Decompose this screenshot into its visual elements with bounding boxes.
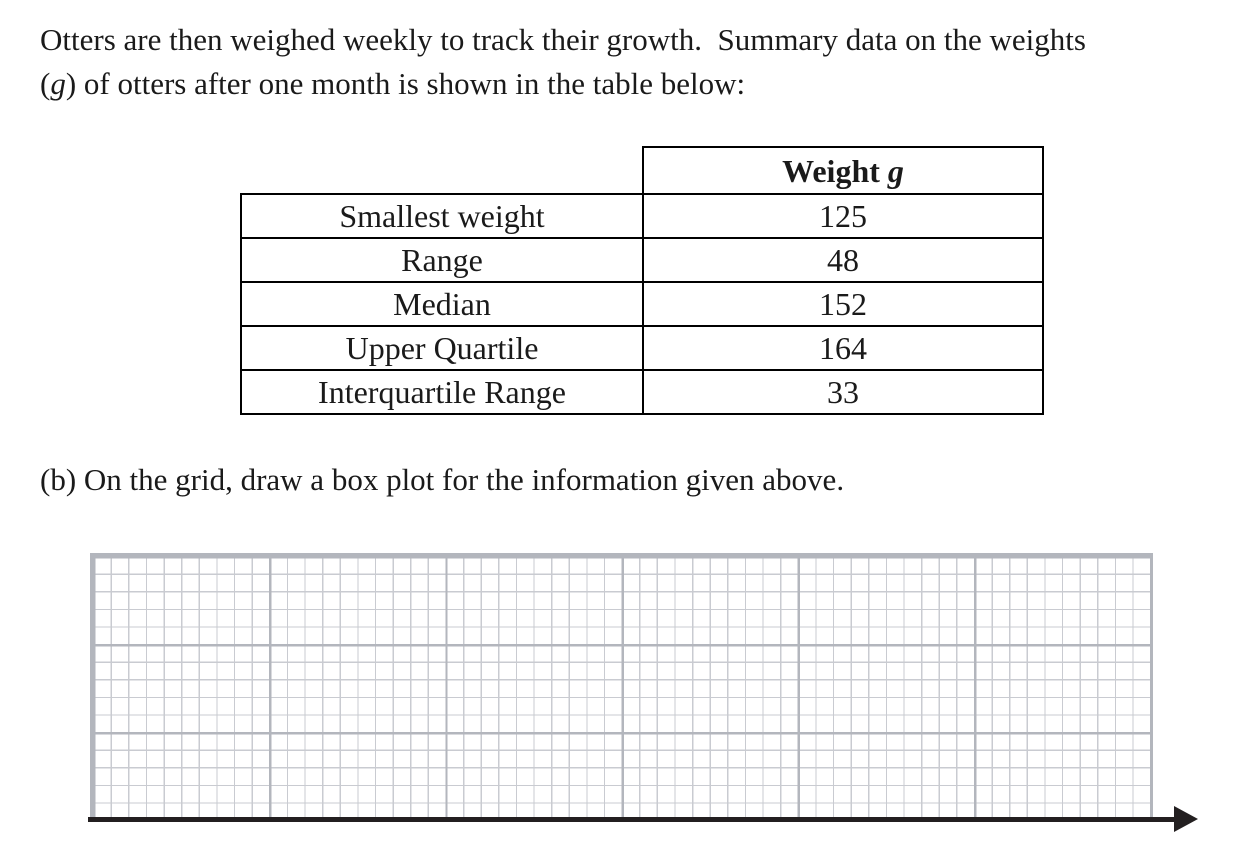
- graph-grid: [90, 553, 1153, 820]
- part-b-instruction: (b) On the grid, draw a box plot for the…: [40, 462, 845, 497]
- intro-text-line2-rest: ) of otters after one month is shown in …: [65, 66, 746, 101]
- header-variable-g: g: [887, 152, 904, 189]
- table-blank-corner-cell: [241, 147, 643, 194]
- stat-label: Range: [240, 237, 644, 283]
- intro-text-line2: (g) of otters after one month is shown i…: [40, 66, 745, 102]
- summary-table: Weight g Smallest weight 125 Range 48 Me…: [240, 146, 1044, 415]
- stat-label: Smallest weight: [240, 193, 644, 239]
- paren-open: (: [40, 66, 51, 101]
- stat-value: 48: [642, 237, 1044, 283]
- stat-label: Median: [240, 281, 644, 327]
- x-axis-line: [88, 817, 1176, 822]
- table-header-row: Weight g: [241, 146, 1044, 195]
- stat-value: 33: [642, 369, 1044, 415]
- stat-value: 164: [642, 325, 1044, 371]
- table-row: Range 48: [240, 237, 1044, 283]
- stat-label: Upper Quartile: [240, 325, 644, 371]
- stat-label: Interquartile Range: [240, 369, 644, 415]
- table-header-weight: Weight g: [642, 146, 1044, 195]
- stat-value: 152: [642, 281, 1044, 327]
- stat-value: 125: [642, 193, 1044, 239]
- table-row: Upper Quartile 164: [240, 325, 1044, 371]
- table-row: Median 152: [240, 281, 1044, 327]
- table-row: Interquartile Range 33: [240, 369, 1044, 415]
- x-axis-arrowhead-icon: [1174, 806, 1198, 832]
- variable-g-italic: g: [50, 66, 66, 101]
- intro-text-line1: Otters are then weighed weekly to track …: [40, 22, 1086, 57]
- table-row: Smallest weight 125: [240, 193, 1044, 239]
- header-title-text: Weight: [782, 152, 888, 189]
